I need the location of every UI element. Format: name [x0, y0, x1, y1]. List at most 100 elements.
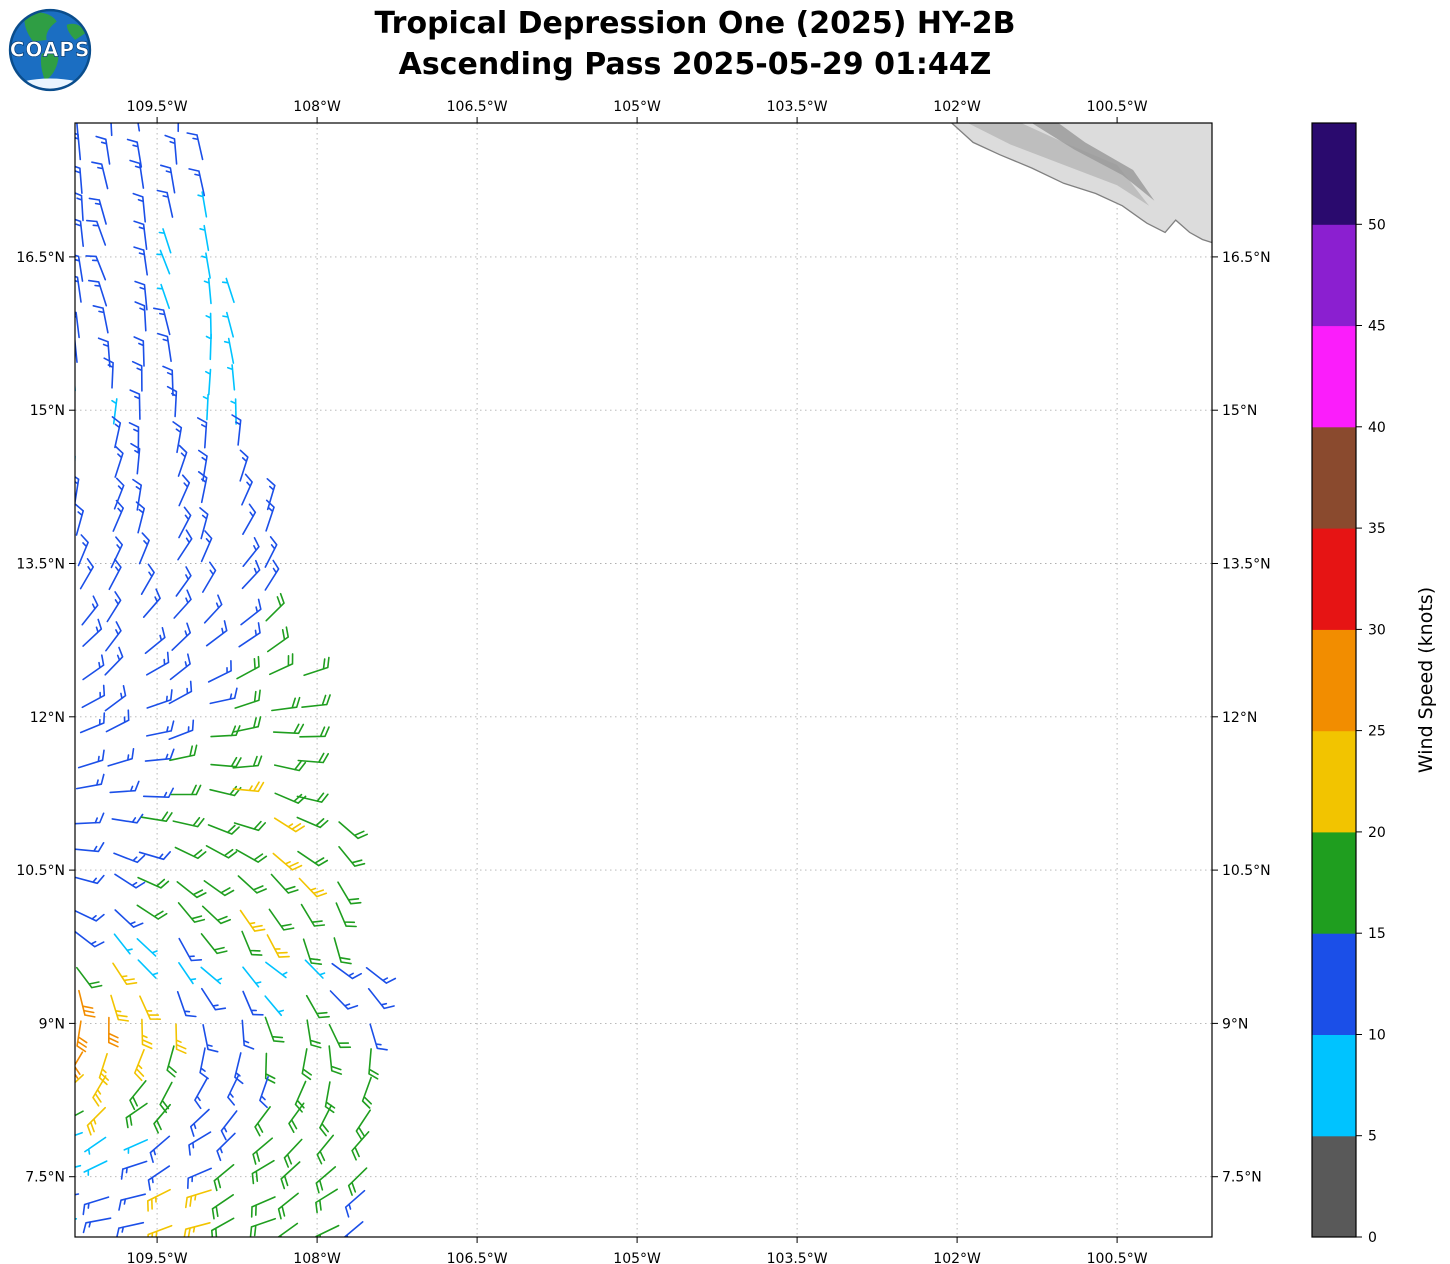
x-tick-label-top: 108°W — [293, 99, 341, 115]
wind-barb — [296, 792, 329, 803]
wind-barb — [335, 902, 357, 928]
wind-barb — [200, 966, 223, 985]
wind-barb — [162, 365, 174, 397]
wind-barb — [347, 1167, 368, 1196]
wind-barb — [95, 135, 111, 165]
wind-barb — [331, 962, 362, 980]
wind-barb — [239, 909, 266, 932]
wind-barb — [199, 224, 210, 252]
wind-barb — [105, 621, 122, 652]
wind-barb — [75, 842, 105, 853]
y-tick-label-right: 10.5°N — [1222, 863, 1271, 879]
wind-barb — [156, 189, 174, 218]
wind-barb — [294, 1080, 307, 1113]
wind-barb — [106, 591, 122, 623]
wind-barb — [205, 368, 212, 396]
wind-barb — [147, 1165, 171, 1191]
wind-barb — [197, 417, 208, 449]
wind-barb — [114, 445, 124, 478]
wind-barb — [75, 275, 82, 303]
wind-barb — [166, 385, 178, 418]
wind-barb — [175, 1023, 187, 1054]
globe-continents — [14, 12, 86, 90]
wind-barb — [355, 1109, 371, 1141]
y-tick-label-left: 15°N — [30, 403, 65, 419]
wind-barb — [338, 846, 366, 867]
wind-barb — [297, 850, 329, 867]
wind-barb — [288, 1102, 305, 1133]
wind-barb — [241, 1019, 255, 1050]
colorbar-segment — [1312, 123, 1356, 225]
wind-barb — [367, 988, 395, 1010]
wind-barb — [187, 1167, 212, 1189]
wind-barb — [140, 563, 155, 595]
wind-barb — [302, 938, 323, 965]
colorbar-segment — [1312, 528, 1356, 630]
wind-barb — [237, 875, 267, 894]
wind-barb — [329, 990, 359, 1010]
x-tick-label-bottom: 100.5°W — [1087, 1251, 1148, 1264]
wind-barb — [140, 811, 173, 822]
wind-barb — [274, 792, 307, 804]
colorbar-segment — [1312, 224, 1356, 327]
wind-barb — [125, 1102, 148, 1129]
wind-barb — [201, 987, 227, 1011]
wind-barb — [177, 123, 180, 133]
y-tick-label-right: 7.5°N — [1222, 1170, 1262, 1186]
wind-barb — [266, 934, 290, 958]
wind-barb — [147, 1188, 171, 1212]
colorbar-segment — [1312, 325, 1356, 428]
wind-barb — [254, 1106, 271, 1137]
wind-barb — [75, 132, 82, 161]
x-tick-label-bottom: 109.5°W — [127, 1251, 188, 1264]
wind-barb — [138, 851, 171, 861]
wind-barb — [108, 1016, 119, 1048]
x-tick-label-top: 102°W — [933, 99, 981, 115]
wind-barb — [77, 749, 105, 769]
wind-barb — [178, 937, 203, 962]
wind-barb — [75, 455, 76, 470]
wind-barb — [141, 1018, 153, 1050]
coaps-logo-text: COAPS — [10, 38, 90, 62]
wind-barb — [75, 1193, 80, 1196]
wind-barb — [144, 627, 166, 655]
wind-barb — [300, 903, 326, 927]
colorbar-segment — [1312, 831, 1356, 934]
wind-barb — [113, 852, 146, 864]
wind-barb — [205, 333, 212, 361]
x-tick-label-top: 100.5°W — [1087, 99, 1148, 115]
wind-barb — [242, 537, 260, 567]
wind-barb — [111, 813, 144, 824]
wind-barb — [186, 132, 204, 161]
colorbar-tick-label: 35 — [1368, 521, 1386, 537]
wind-barb — [305, 994, 330, 1019]
wind-barb — [296, 816, 329, 829]
wind-barb — [201, 252, 211, 279]
y-tick-label-right: 12°N — [1222, 710, 1257, 726]
wind-barb — [264, 559, 280, 591]
wind-barb — [344, 1189, 366, 1218]
wind-barb — [113, 477, 125, 510]
wind-barb — [177, 529, 193, 561]
wind-barb — [75, 218, 84, 247]
wind-barb — [205, 845, 238, 859]
wind-barb — [111, 398, 118, 425]
wind-barb — [91, 161, 109, 190]
wind-barb — [207, 824, 240, 835]
wind-barb — [79, 558, 94, 590]
wind-barb — [75, 1110, 84, 1117]
wind-barb — [83, 1160, 108, 1176]
wind-barb — [268, 908, 295, 931]
wind-barb — [134, 301, 147, 332]
wind-barb — [209, 687, 238, 705]
x-tick-label-bottom: 102°W — [933, 1251, 981, 1264]
wind-barb — [239, 449, 249, 482]
wind-barb — [240, 598, 262, 626]
wind-barb — [233, 820, 266, 832]
wind-barb — [156, 249, 171, 275]
wind-barb — [207, 660, 232, 683]
colorbar-axis-label: Wind Speed (knots) — [1415, 587, 1437, 773]
wind-barb — [137, 959, 159, 979]
wind-barb — [177, 902, 206, 923]
wind-barb — [202, 561, 217, 593]
